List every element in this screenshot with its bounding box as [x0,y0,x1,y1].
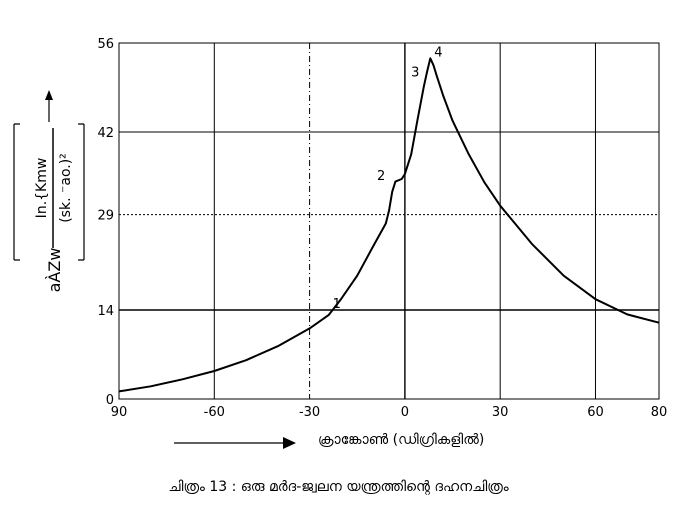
x-tick-label: -30 [299,405,320,420]
x-axis-arrow-icon [174,437,296,449]
y-tick-label: 0 [106,393,114,408]
y-axis-label-fraction-top: In.{Kmw [34,158,50,219]
y-axis-arrow-icon [45,90,53,122]
y-axis-label-bracket-right [78,123,85,261]
figure-caption: ചിത്രം 13 : ഒരു മർദ-ജ്വലന യന്ത്രത്തിന്റെ… [168,479,509,495]
y-axis-label-bracket [13,123,20,261]
point-label: 4 [434,45,442,60]
x-tick-label: 90 [111,405,128,420]
x-tick-label: 80 [651,405,668,420]
x-tick-label: 0 [401,405,409,420]
point-label: 1 [333,297,341,312]
y-axis-label: aÀZw In.{Kmw (sk. ⁻ao.)² [13,90,85,293]
x-tick-label: 60 [587,405,604,420]
series-line [118,57,660,393]
x-axis-label: ക്രാങ്കോൺ (ഡിഗ്രികളിൽ) [318,432,485,448]
point-labels: 1 2 34 [333,45,443,312]
y-tick-label: 42 [97,126,114,141]
series-layer [118,57,660,393]
y-tick-label: 14 [97,304,114,319]
point-label: 3 [411,66,419,81]
plot-frame [118,42,660,400]
y-axis-label-left: aÀZw [45,248,64,293]
point-label: 2 [377,169,385,184]
y-axis-label-fraction-bottom: (sk. ⁻ao.)² [58,153,74,223]
grid [118,42,660,400]
x-tick-label: 30 [492,405,509,420]
y-tick-label: 56 [97,37,114,52]
x-tick-label: -60 [204,405,225,420]
y-tick-label: 29 [97,209,114,224]
